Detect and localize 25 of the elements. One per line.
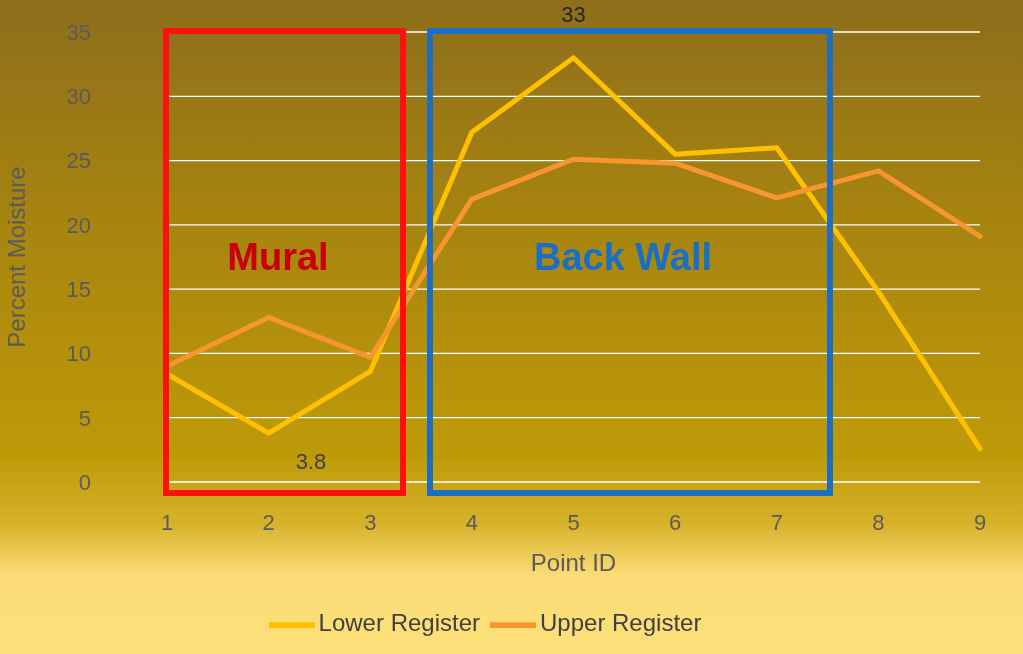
y-tick-label: 15 [66,276,91,302]
x-tick-label: 8 [872,509,885,535]
y-tick-label: 0 [78,469,91,495]
data-label: 33 [561,1,586,27]
y-tick-label: 35 [66,19,91,45]
x-tick-label: 2 [262,509,275,535]
y-tick-label: 10 [66,341,91,367]
annotation: Back Wall [532,236,714,279]
annotation: Mural [226,236,330,279]
y-tick-label: 20 [66,212,91,238]
x-axis-title: Point ID [530,549,617,577]
x-tick-label: 1 [160,509,174,535]
x-tick-label: 4 [465,509,478,535]
legend-label: Lower Register [318,609,480,637]
x-tick-label: 9 [973,509,987,535]
x-tick-label: 3 [364,509,377,535]
legend-label: Upper Register [540,609,702,637]
y-axis-title: Percent Moisture [2,166,30,348]
y-tick-label: 25 [66,148,91,174]
x-tick-label: 6 [669,509,682,535]
y-tick-label: 30 [66,84,91,110]
x-tick-label: 7 [770,509,783,535]
y-tick-label: 5 [78,405,91,431]
data-label: 3.8 [295,449,327,475]
x-tick-label: 5 [567,509,580,535]
